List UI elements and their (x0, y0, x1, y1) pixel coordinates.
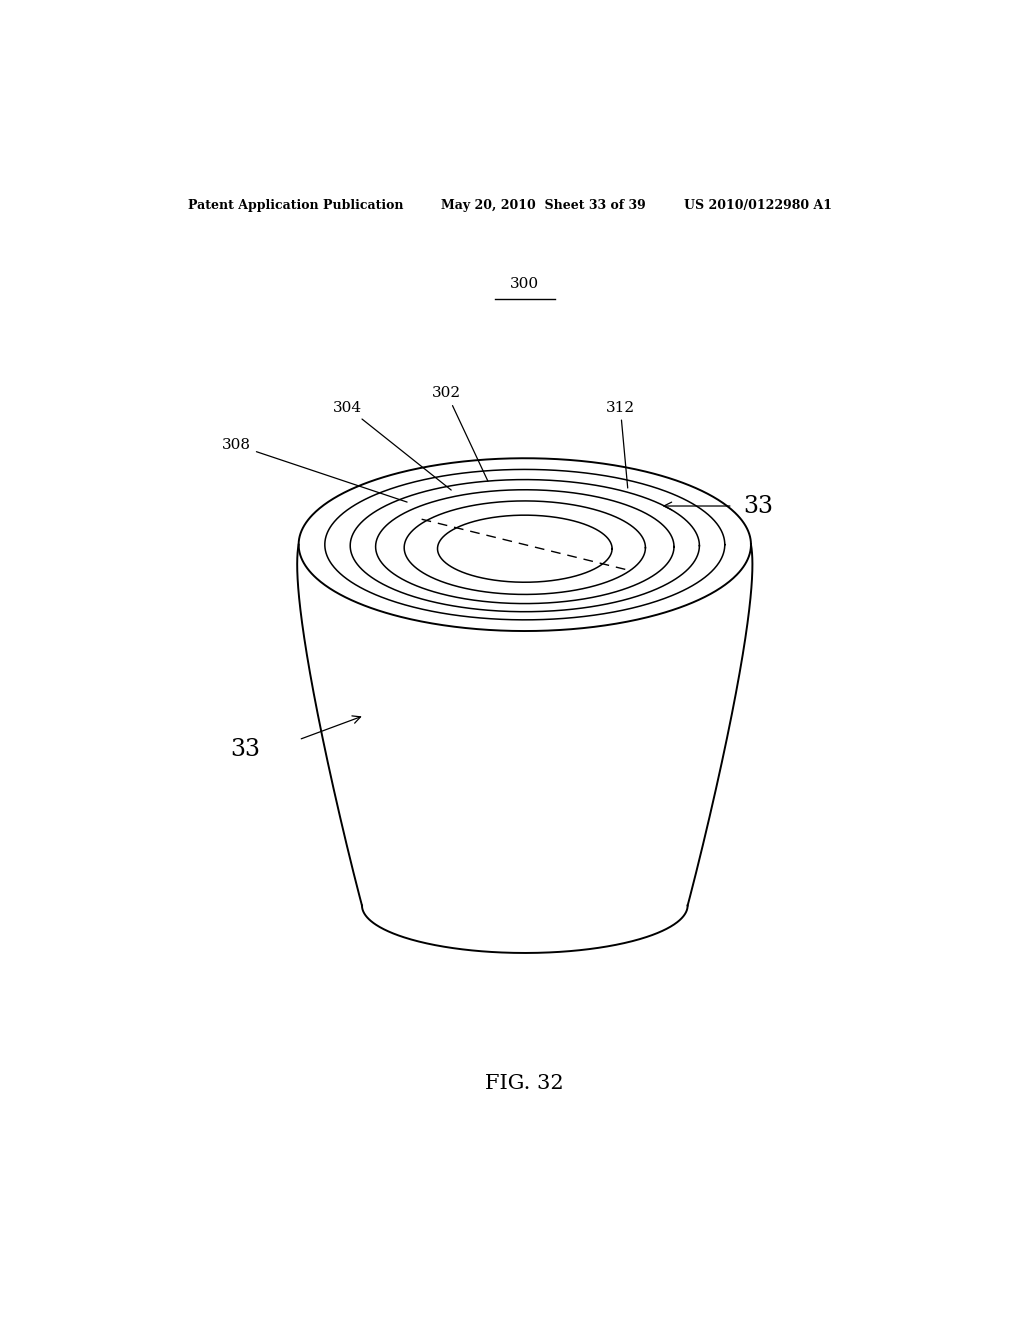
Text: 300: 300 (510, 276, 540, 290)
Text: 33: 33 (743, 495, 773, 517)
Text: 304: 304 (333, 400, 452, 490)
Text: 312: 312 (606, 400, 635, 488)
Text: US 2010/0122980 A1: US 2010/0122980 A1 (684, 198, 831, 211)
Text: 33: 33 (230, 738, 260, 762)
Text: 302: 302 (432, 387, 487, 480)
Text: 308: 308 (222, 438, 408, 502)
Text: May 20, 2010  Sheet 33 of 39: May 20, 2010 Sheet 33 of 39 (441, 198, 646, 211)
Text: FIG. 32: FIG. 32 (485, 1074, 564, 1093)
Text: Patent Application Publication: Patent Application Publication (187, 198, 403, 211)
